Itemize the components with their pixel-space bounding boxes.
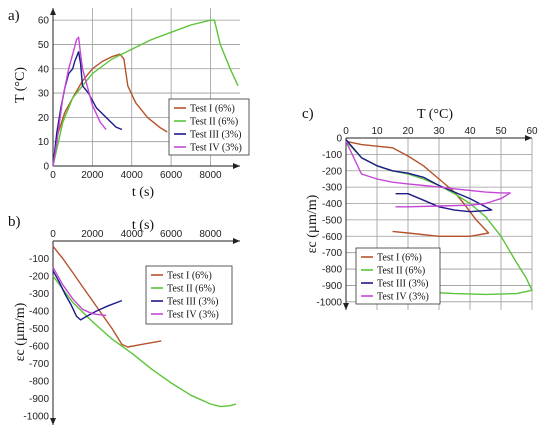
x-tick-label: 0 [50,229,56,240]
legend-label: Test II (6%) [167,284,215,295]
y-tick-label: -400 [29,307,49,318]
legend-label: Test II (6%) [190,117,238,128]
y-axis-arrow [50,418,56,425]
y-tick-label: -300 [29,289,49,300]
y-tick-label: -200 [29,272,49,283]
y-tick-label: -300 [322,183,342,194]
series-line-ii [52,19,239,167]
y-tick-label: -800 [322,265,342,276]
y-tick-label: 50 [38,40,50,51]
chart-c: 0 10 20 30 40 50 60 0 -100 -200 -300 -400 -500 -600 -7… [305,107,538,310]
y-tick-label: 0 [43,162,49,173]
y-tick-label: -500 [29,324,49,335]
series-line-iv [52,36,107,167]
legend-label: Test II (6%) [377,266,425,277]
y-tick-label: -600 [29,342,49,353]
x-tick-label: 4000 [121,170,144,181]
y-tick-label: -1000 [316,297,342,308]
x-tick-label: 4000 [121,229,144,240]
x-tick-label: 30 [433,126,445,137]
series-line-iii [52,270,123,321]
y-tick-label: 20 [38,113,50,124]
x-tick-label: 50 [495,126,507,137]
y-tick-label: -100 [29,254,49,265]
y-tick-label: -600 [322,232,342,243]
legend-label: Test III (3%) [167,297,219,308]
x-axis-label: T (°C) [417,107,453,122]
series-line-iii [345,139,493,213]
chart-b: 0 2000 4000 6000 8000 -100 -200 -300 -400 -500 -60… [13,218,240,425]
legend-label: Test IV (3%) [377,292,429,303]
x-axis-label: t (s) [132,218,155,233]
y-tick-label: -200 [322,166,342,177]
x-tick-label: 2000 [81,229,104,240]
panel-a-label: a) [8,8,20,24]
legend-label: Test I (6%) [167,271,212,282]
x-tick-label: 8000 [199,170,222,181]
y-tick-label: 0 [336,134,342,145]
y-tick-label: -700 [29,359,49,370]
series-line-ii [52,275,237,408]
x-tick-label: 0 [50,170,56,181]
y-tick-label: 60 [38,16,50,27]
legend-label: Test IV (3%) [167,310,219,321]
y-axis-label: εc (µm/m) [13,302,28,361]
legend-label: Test IV (3%) [190,143,242,154]
legend-label: Test III (3%) [190,130,242,141]
y-tick-label: 30 [38,89,50,100]
y-tick-label: 10 [38,137,50,148]
y-tick-label: -100 [322,150,342,161]
legend-label: Test I (6%) [377,253,422,264]
y-axis-arrow [343,303,349,310]
series-line-iv [52,266,107,317]
y-tick-label: -800 [29,377,49,388]
y-tick-label: -400 [322,199,342,210]
x-tick-label: 2000 [81,170,104,181]
series-line-i [345,140,490,237]
x-axis-label: t (s) [132,185,155,200]
x-axis-arrow [525,135,532,141]
x-tick-label: 0 [343,126,349,137]
x-tick-label: 6000 [160,229,183,240]
x-tick-label: 20 [402,126,414,137]
y-axis-arrow [50,8,56,15]
series-line-iv [345,141,511,208]
x-tick-label: 10 [371,126,383,137]
chart-a: 0 2000 4000 6000 8000 0 10 20 30 40 50 60 t (s) T (°C… [13,8,250,200]
y-tick-label: 40 [38,64,50,75]
x-tick-label: 8000 [199,229,222,240]
panel-b-label: b) [8,214,21,230]
legend-label: Test III (3%) [377,279,429,290]
x-tick-label: 40 [464,126,476,137]
y-tick-label: -900 [29,394,49,405]
x-tick-label: 60 [526,126,538,137]
x-axis-arrow [233,163,240,169]
x-tick-label: 6000 [160,170,183,181]
y-tick-label: -1000 [23,412,49,423]
series-line-i [52,53,168,167]
y-tick-label: -900 [322,281,342,292]
y-tick-label: -500 [322,215,342,226]
y-axis-label: T (°C) [13,67,28,103]
y-axis-label: εc (µm/m) [305,194,320,253]
x-axis-arrow [233,238,240,244]
legend-label: Test I (6%) [190,104,235,115]
panel-c-label: c) [302,106,314,122]
y-tick-label: -700 [322,248,342,259]
